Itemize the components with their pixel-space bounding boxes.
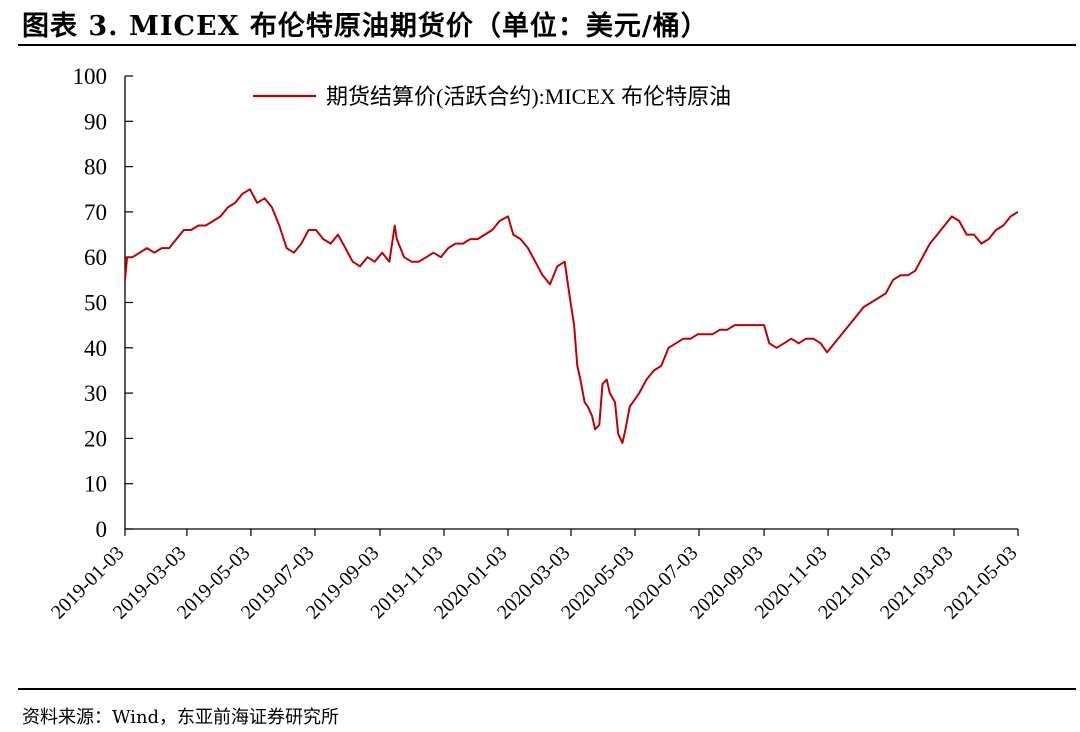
x-axis-ticks: 2019-01-032019-03-032019-05-032019-07-03… — [47, 529, 1022, 624]
plot-area — [124, 188, 1019, 444]
source-note: 资料来源：Wind，东亚前海证券研究所 — [22, 707, 340, 728]
y-tick-label: 20 — [84, 426, 107, 451]
line-chart: 0 10 20 30 40 50 60 70 80 90 100 2019-01-032019-03… — [47, 64, 1022, 624]
y-tick-label: 50 — [84, 291, 107, 316]
y-tick-label: 70 — [84, 200, 107, 225]
title-rule — [18, 44, 1076, 46]
y-tick-label: 40 — [84, 336, 107, 361]
legend-label: 期货结算价(活跃合约):MICEX 布伦特原油 — [326, 84, 731, 109]
y-tick-label: 90 — [84, 109, 107, 134]
legend: 期货结算价(活跃合约):MICEX 布伦特原油 — [253, 84, 731, 109]
y-tick-label: 100 — [73, 64, 108, 89]
y-axis-ticks: 0 10 20 30 40 50 60 70 80 90 100 — [73, 64, 133, 542]
y-tick-label: 30 — [84, 381, 107, 406]
y-tick-label: 10 — [84, 472, 107, 497]
figure-title: 图表 3. MICEX 布伦特原油期货价（单位：美元/桶） — [22, 11, 709, 42]
source-rule — [18, 688, 1076, 690]
series-line — [124, 188, 1019, 444]
y-tick-label: 80 — [84, 155, 107, 180]
y-tick-label: 60 — [84, 245, 107, 270]
y-tick-label: 0 — [96, 517, 108, 542]
